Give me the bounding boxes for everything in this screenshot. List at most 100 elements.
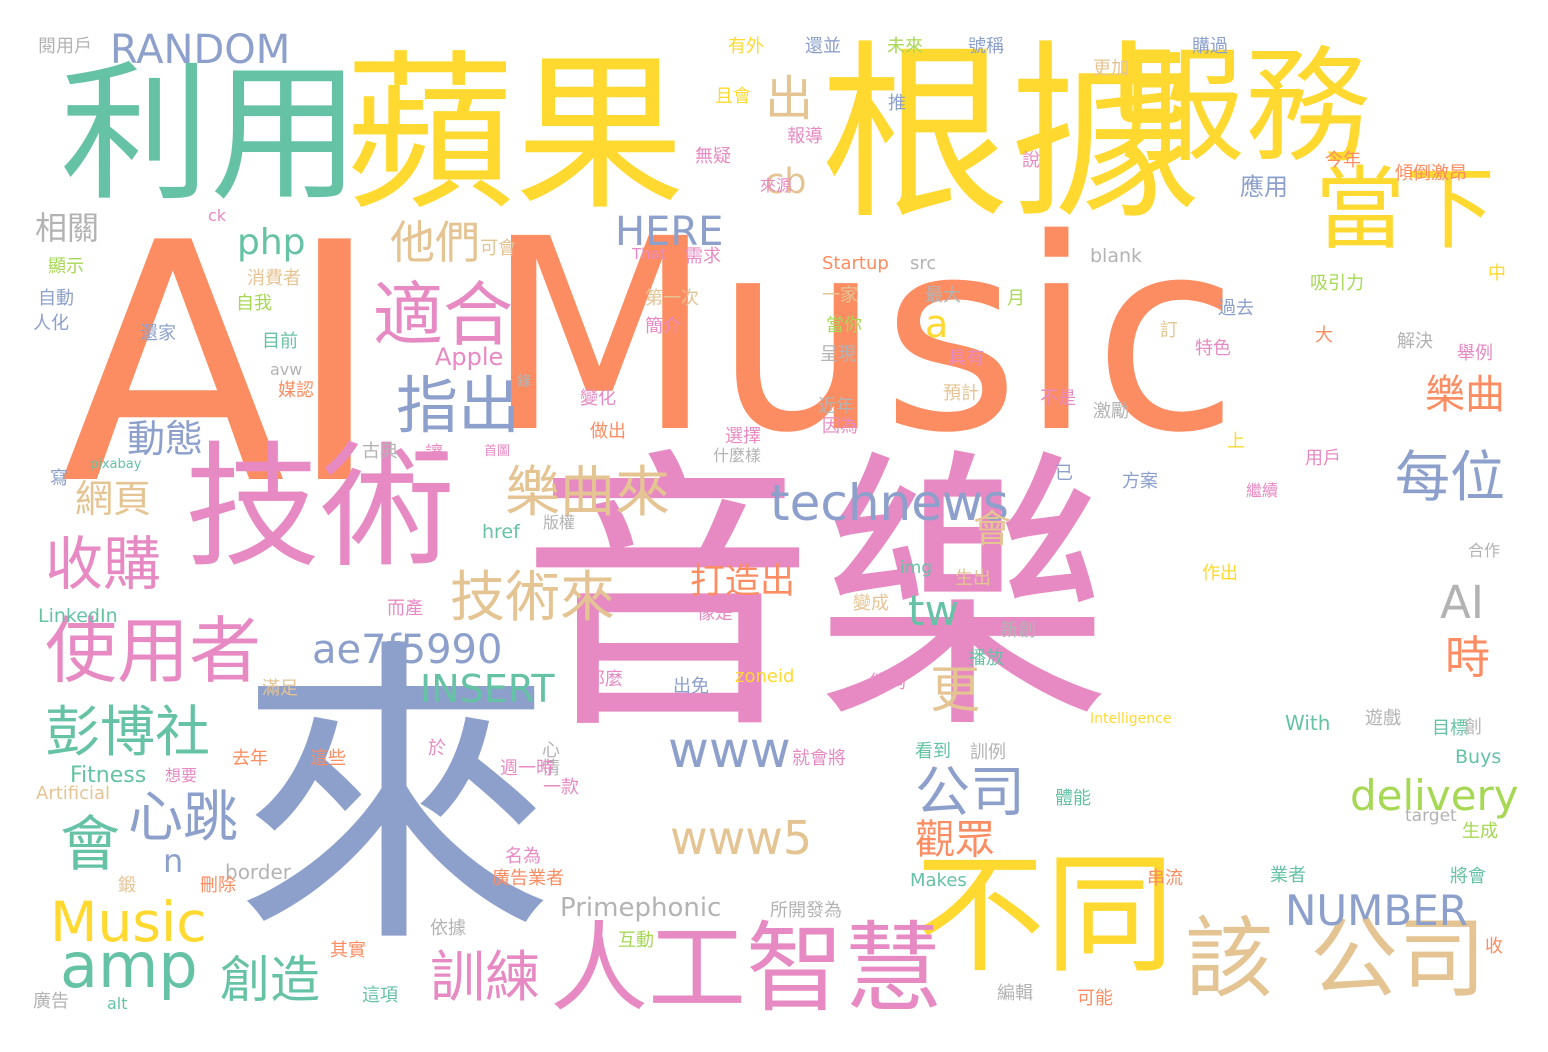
cloud-word: 上 — [1227, 431, 1245, 452]
cloud-word: target — [1405, 806, 1457, 826]
cloud-word: Music — [485, 183, 1239, 491]
cloud-word: 需求 — [685, 246, 721, 267]
cloud-word: 於 — [428, 738, 446, 759]
cloud-word: 廣告 — [33, 991, 69, 1012]
cloud-word: 簡介 — [645, 316, 681, 337]
cloud-word: 更 — [930, 661, 980, 719]
cloud-word: href — [482, 521, 520, 543]
cloud-word: 該 — [1185, 907, 1274, 1010]
cloud-word: 適合 — [373, 274, 513, 356]
cloud-word: 合作 — [1468, 541, 1501, 560]
cloud-word: 繼續 — [1246, 481, 1279, 500]
cloud-word: 讓 — [425, 443, 443, 464]
cloud-word: 還家 — [140, 323, 176, 344]
cloud-word: Music — [50, 890, 207, 954]
cloud-word: 購過 — [1192, 36, 1228, 57]
cloud-word: src — [910, 253, 937, 274]
cloud-word: Intelligence — [1090, 711, 1172, 727]
cloud-word: technews — [770, 474, 1009, 532]
cloud-word: Fitness — [70, 763, 147, 788]
cloud-word: 版權 — [543, 513, 576, 532]
cloud-word: 閱用戶 — [38, 36, 92, 57]
cloud-word: 名為 — [505, 846, 541, 867]
cloud-word: 心情 — [539, 740, 560, 776]
cloud-word: 彭博社 — [45, 700, 211, 764]
cloud-word: 目標 — [1432, 718, 1468, 739]
cloud-word: 利用 — [60, 48, 361, 222]
cloud-word: 訂 — [1157, 320, 1178, 338]
cloud-word: img — [900, 558, 933, 578]
cloud-word: 想要 — [165, 766, 198, 785]
cloud-word: 鍛 — [118, 875, 136, 896]
cloud-word: 播放 — [968, 648, 1004, 669]
cloud-word: Apple — [435, 343, 504, 371]
cloud-word: 刪除 — [200, 875, 236, 896]
cloud-word: www — [668, 721, 791, 779]
cloud-word: avw — [270, 360, 303, 379]
cloud-word: 網頁 — [75, 477, 152, 521]
cloud-word: ck — [208, 206, 227, 225]
cloud-word: 變成 — [853, 593, 889, 614]
cloud-word: INSERT — [420, 667, 555, 711]
cloud-word: 收 — [1485, 936, 1503, 957]
cloud-word: 出 — [765, 71, 814, 127]
cloud-word: 能夠 — [870, 672, 906, 693]
cloud-word: 月 — [1007, 288, 1025, 309]
cloud-word: 心跳 — [128, 785, 239, 849]
cloud-word: 呈現 — [820, 344, 856, 365]
cloud-word: 方案 — [1122, 471, 1158, 492]
cloud-word: 新創 — [1000, 620, 1036, 641]
cloud-word: 具有 — [948, 348, 984, 369]
cloud-word: 可能 — [1077, 988, 1113, 1009]
cloud-word: Buys — [1455, 746, 1502, 768]
cloud-word: 自動 — [38, 288, 74, 309]
cloud-word: 服務 — [1120, 35, 1370, 180]
cloud-word: 有外 — [728, 36, 764, 57]
cloud-word: 消費者 — [247, 268, 301, 289]
cloud-word: 古典 — [362, 441, 398, 462]
cloud-word: 時 — [1445, 631, 1491, 684]
cloud-word: 他們 — [390, 216, 481, 269]
cloud-word: 中 — [1488, 263, 1506, 284]
cloud-word: 錄 — [517, 374, 531, 390]
cloud-word: 收購 — [45, 530, 162, 598]
cloud-word: NUMBER — [1285, 886, 1468, 935]
cloud-word: 這些 — [310, 748, 346, 769]
cloud-word: 吸引力 — [1310, 273, 1364, 294]
cloud-word: 選擇 — [725, 426, 761, 447]
cloud-word: 技術 — [185, 429, 455, 586]
cloud-word: 報導 — [787, 126, 823, 147]
cloud-word: 那麼 — [587, 669, 623, 690]
cloud-word: 訓練 — [430, 945, 541, 1009]
cloud-word: ae7f5990 — [312, 627, 503, 673]
cloud-word: 當下 — [1315, 157, 1495, 262]
cloud-word: 顯示 — [48, 256, 84, 277]
cloud-word: 且會 — [715, 86, 751, 107]
cloud-word: 大 — [1315, 325, 1333, 346]
cloud-word: 最大 — [925, 285, 961, 306]
cloud-word: 去年 — [232, 748, 268, 769]
cloud-word: 過去 — [1218, 298, 1254, 319]
cloud-word: 今年 — [1325, 150, 1361, 171]
cloud-word: 動態 — [127, 417, 204, 461]
cloud-word: 互動 — [618, 930, 654, 951]
cloud-word: 做出 — [590, 421, 626, 442]
cloud-word: 已 — [1055, 463, 1073, 484]
cloud-word: 第一次 — [645, 288, 699, 309]
cloud-word: 人化 — [33, 313, 69, 334]
cloud-word: 舉例 — [1457, 343, 1493, 364]
cloud-word: cb — [765, 162, 807, 202]
cloud-word: delivery — [1350, 771, 1519, 820]
cloud-word: 依據 — [430, 918, 466, 939]
cloud-word: Artificial — [36, 783, 111, 804]
cloud-word: 滿足 — [262, 678, 298, 699]
cloud-word: 來 — [235, 614, 555, 986]
cloud-word: 解決 — [1397, 331, 1433, 352]
cloud-word: 每位 — [1395, 445, 1506, 509]
cloud-word: 激勵 — [1093, 401, 1129, 422]
cloud-word: 就會將 — [792, 748, 846, 769]
cloud-word: 預計 — [943, 383, 979, 404]
cloud-word: 說 — [1019, 150, 1040, 168]
cloud-word: 目前 — [262, 331, 298, 352]
cloud-word: 更加 — [1093, 58, 1129, 79]
